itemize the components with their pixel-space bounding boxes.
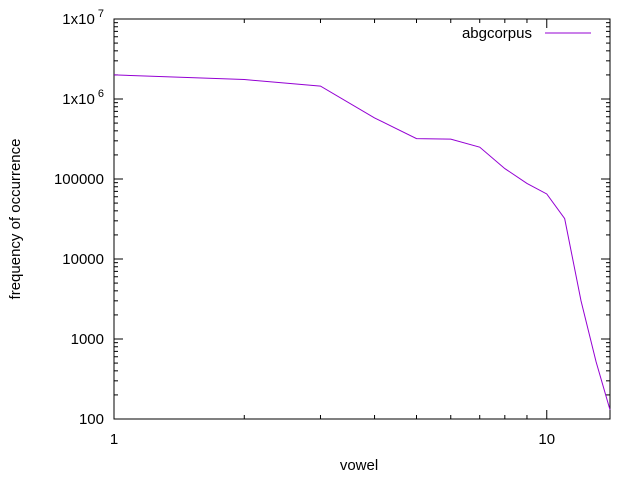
y-tick-label: 1x10 6 — [62, 88, 104, 108]
series-line — [113, 74, 611, 411]
x-tick-label: 10 — [538, 431, 555, 448]
y-tick-label: 100000 — [54, 171, 104, 188]
plot-frame — [113, 18, 611, 420]
y-axis: 100 1000 10000 100000 1x10 6 1x10 7 — [54, 8, 610, 428]
legend: abgcorpus — [462, 25, 591, 42]
legend-label: abgcorpus — [462, 25, 532, 42]
y-tick-label: 1x10 7 — [62, 8, 104, 28]
x-tick-label: 1 — [110, 431, 118, 448]
series-layer — [113, 74, 611, 411]
y-axis-label: frequency of occurrence — [7, 139, 24, 300]
y-tick-label: 1000 — [71, 331, 104, 348]
y-tick-label: 10000 — [62, 251, 104, 268]
x-axis-label: vowel — [340, 457, 378, 474]
x-axis: 1 10 — [110, 19, 555, 448]
y-tick-label: 100 — [79, 411, 104, 428]
